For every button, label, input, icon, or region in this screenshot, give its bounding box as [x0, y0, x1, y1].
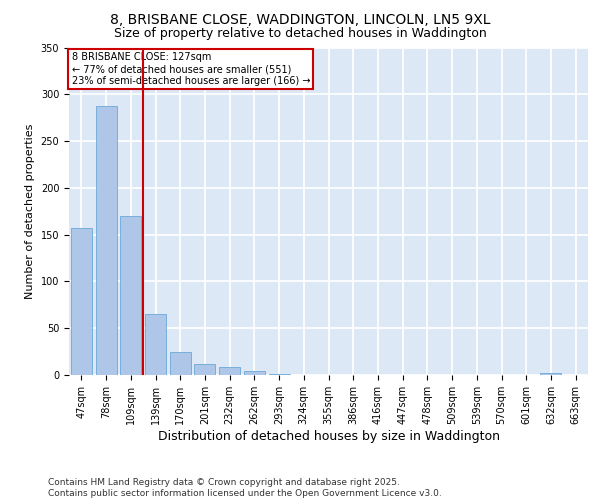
- Bar: [120, 216, 141, 375]
- Bar: [95, 106, 116, 375]
- Text: Size of property relative to detached houses in Waddington: Size of property relative to detached ho…: [113, 28, 487, 40]
- Bar: [194, 364, 215, 375]
- Bar: [244, 372, 265, 375]
- Bar: [170, 352, 191, 375]
- Text: 8, BRISBANE CLOSE, WADDINGTON, LINCOLN, LN5 9XL: 8, BRISBANE CLOSE, WADDINGTON, LINCOLN, …: [110, 12, 490, 26]
- Bar: [269, 374, 290, 375]
- Y-axis label: Number of detached properties: Number of detached properties: [25, 124, 35, 299]
- Text: Contains HM Land Registry data © Crown copyright and database right 2025.
Contai: Contains HM Land Registry data © Crown c…: [48, 478, 442, 498]
- Bar: [71, 228, 92, 375]
- Bar: [145, 314, 166, 375]
- Text: 8 BRISBANE CLOSE: 127sqm
← 77% of detached houses are smaller (551)
23% of semi-: 8 BRISBANE CLOSE: 127sqm ← 77% of detach…: [71, 52, 310, 86]
- Bar: [219, 366, 240, 375]
- Bar: [541, 373, 562, 375]
- X-axis label: Distribution of detached houses by size in Waddington: Distribution of detached houses by size …: [157, 430, 499, 442]
